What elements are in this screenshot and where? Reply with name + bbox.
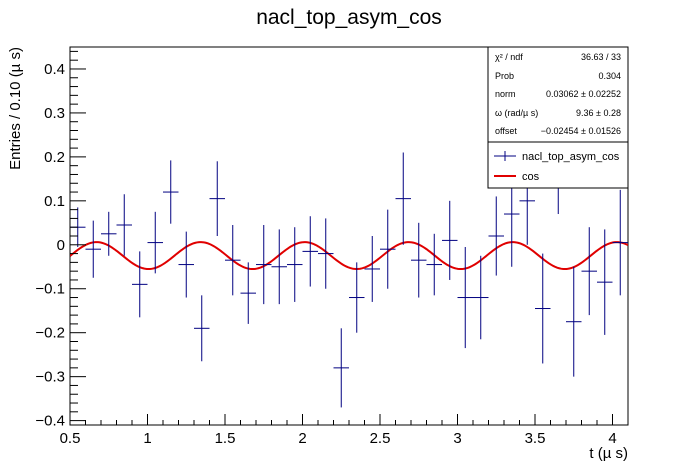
x-tick-label: 1 bbox=[143, 430, 151, 447]
data-point bbox=[380, 209, 396, 289]
stats-box: χ² / ndf 36.63 / 33 Prob 0.304 norm 0.03… bbox=[487, 46, 629, 143]
chart-title: nacl_top_asym_cos bbox=[256, 6, 442, 29]
data-point bbox=[101, 211, 117, 256]
stats-label-norm: norm bbox=[495, 89, 516, 99]
stats-value-offset: −0.02454 ± 0.01526 bbox=[541, 126, 621, 136]
data-point bbox=[147, 211, 163, 274]
x-tick-label: 2 bbox=[298, 430, 306, 447]
x-tick-label: 4 bbox=[608, 430, 616, 447]
stats-label-chi2: χ² / ndf bbox=[495, 52, 523, 62]
data-point bbox=[240, 262, 256, 324]
stats-value-chi2: 36.63 / 33 bbox=[581, 52, 621, 62]
legend-label-data: nacl_top_asym_cos bbox=[522, 151, 620, 163]
x-axis-label: t (µ s) bbox=[589, 445, 628, 462]
fit-curve bbox=[70, 241, 628, 271]
legend-label-fit: cos bbox=[522, 171, 540, 183]
y-tick-label: 0 bbox=[57, 237, 65, 254]
x-tick-label: 1.5 bbox=[215, 430, 236, 447]
stats-value-norm: 0.03062 ± 0.02252 bbox=[546, 89, 621, 99]
data-point bbox=[364, 236, 380, 302]
stats-value-omega: 9.36 ± 0.28 bbox=[576, 108, 621, 118]
stats-label-prob: Prob bbox=[495, 71, 514, 81]
data-point bbox=[302, 216, 318, 287]
stats-label-omega: ω (rad/µ s) bbox=[495, 108, 538, 118]
data-point bbox=[473, 255, 489, 340]
data-point bbox=[318, 218, 334, 289]
data-point bbox=[442, 200, 458, 280]
data-point bbox=[163, 160, 179, 224]
x-tick-label: 3 bbox=[453, 430, 461, 447]
data-point bbox=[411, 222, 427, 298]
data-point bbox=[349, 262, 365, 333]
stats-box-frame bbox=[487, 46, 629, 143]
data-point bbox=[612, 189, 628, 296]
y-axis-label: Entries / 0.10 (µ s) bbox=[7, 47, 24, 170]
stats-label-offset: offset bbox=[495, 126, 517, 136]
data-point bbox=[566, 266, 582, 377]
data-point bbox=[333, 328, 349, 408]
data-point bbox=[194, 295, 210, 362]
y-tick-label: −0.1 bbox=[35, 281, 65, 298]
data-point bbox=[225, 225, 241, 296]
y-tick-label: 0.4 bbox=[44, 61, 65, 78]
y-tick-label: 0.3 bbox=[44, 105, 65, 122]
data-point bbox=[178, 231, 194, 298]
data-point bbox=[271, 229, 287, 305]
x-tick-label: 3.5 bbox=[525, 430, 546, 447]
data-point bbox=[287, 227, 303, 302]
stats-value-prob: 0.304 bbox=[598, 71, 621, 81]
data-point bbox=[457, 246, 473, 349]
data-point bbox=[488, 196, 504, 276]
data-point bbox=[395, 152, 411, 245]
y-tick-label: −0.2 bbox=[35, 325, 65, 342]
data-point bbox=[116, 194, 132, 256]
data-point bbox=[597, 229, 613, 335]
x-tick-label: 2.5 bbox=[370, 430, 391, 447]
data-point bbox=[85, 220, 101, 278]
legend: nacl_top_asym_cos cos bbox=[487, 141, 629, 189]
x-tick-label: 0.5 bbox=[60, 430, 81, 447]
y-tick-label: 0.2 bbox=[44, 149, 65, 166]
data-point bbox=[426, 233, 442, 296]
data-point bbox=[256, 225, 272, 305]
data-point bbox=[535, 253, 551, 364]
y-tick-label: −0.4 bbox=[35, 413, 65, 430]
data-point bbox=[209, 161, 225, 236]
data-point bbox=[581, 227, 597, 316]
data-point bbox=[132, 251, 148, 318]
y-tick-label: 0.1 bbox=[44, 193, 65, 210]
y-tick-label: −0.3 bbox=[35, 369, 65, 386]
legend-frame bbox=[487, 141, 629, 189]
